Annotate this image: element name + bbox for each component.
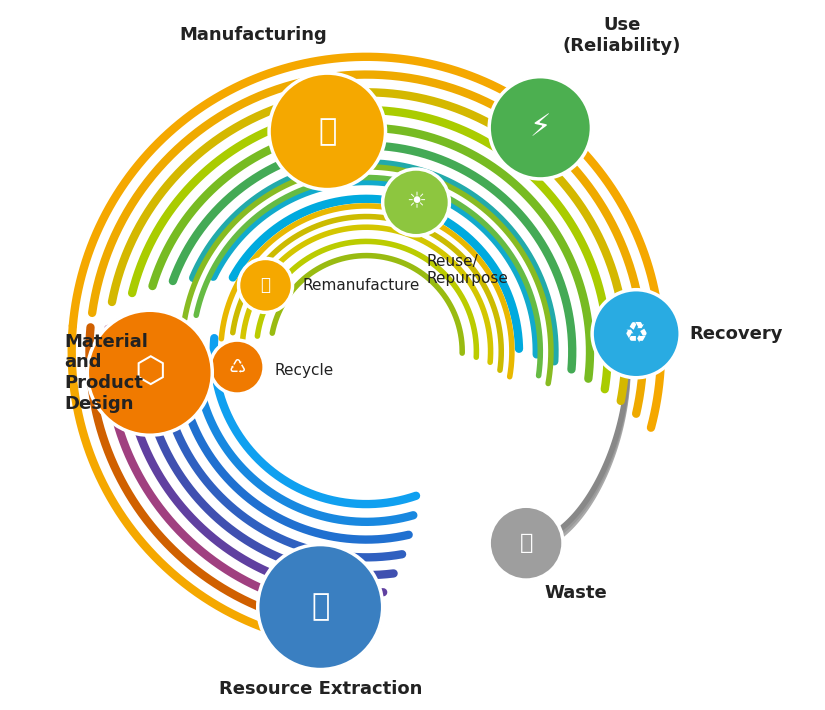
Text: Use
(Reliability): Use (Reliability) <box>563 16 681 55</box>
Circle shape <box>257 545 383 670</box>
Text: ⬡: ⬡ <box>134 356 166 390</box>
Text: Reuse/
Repurpose: Reuse/ Repurpose <box>427 253 508 286</box>
Text: Material
and
Product
Design: Material and Product Design <box>64 332 148 413</box>
Circle shape <box>383 169 450 236</box>
Text: 🔧: 🔧 <box>318 117 337 146</box>
Circle shape <box>489 77 592 179</box>
Text: ☀: ☀ <box>406 192 426 212</box>
Circle shape <box>592 290 680 378</box>
Text: 🗑: 🗑 <box>520 533 533 553</box>
Text: Resource Extraction: Resource Extraction <box>219 679 422 698</box>
Text: ♻: ♻ <box>624 320 648 348</box>
Text: ♺: ♺ <box>229 358 246 376</box>
Circle shape <box>87 310 212 435</box>
Text: Recovery: Recovery <box>690 324 783 343</box>
Text: Remanufacture: Remanufacture <box>303 278 420 293</box>
Circle shape <box>238 258 293 312</box>
Text: Manufacturing: Manufacturing <box>179 26 327 45</box>
Circle shape <box>489 506 563 580</box>
Text: Waste: Waste <box>544 584 607 602</box>
Circle shape <box>210 340 264 394</box>
Text: 🔨: 🔨 <box>261 276 271 295</box>
Text: Recycle: Recycle <box>274 363 333 378</box>
Text: 🌲: 🌲 <box>311 593 329 621</box>
Circle shape <box>269 73 385 190</box>
Text: ⚡: ⚡ <box>530 114 551 142</box>
